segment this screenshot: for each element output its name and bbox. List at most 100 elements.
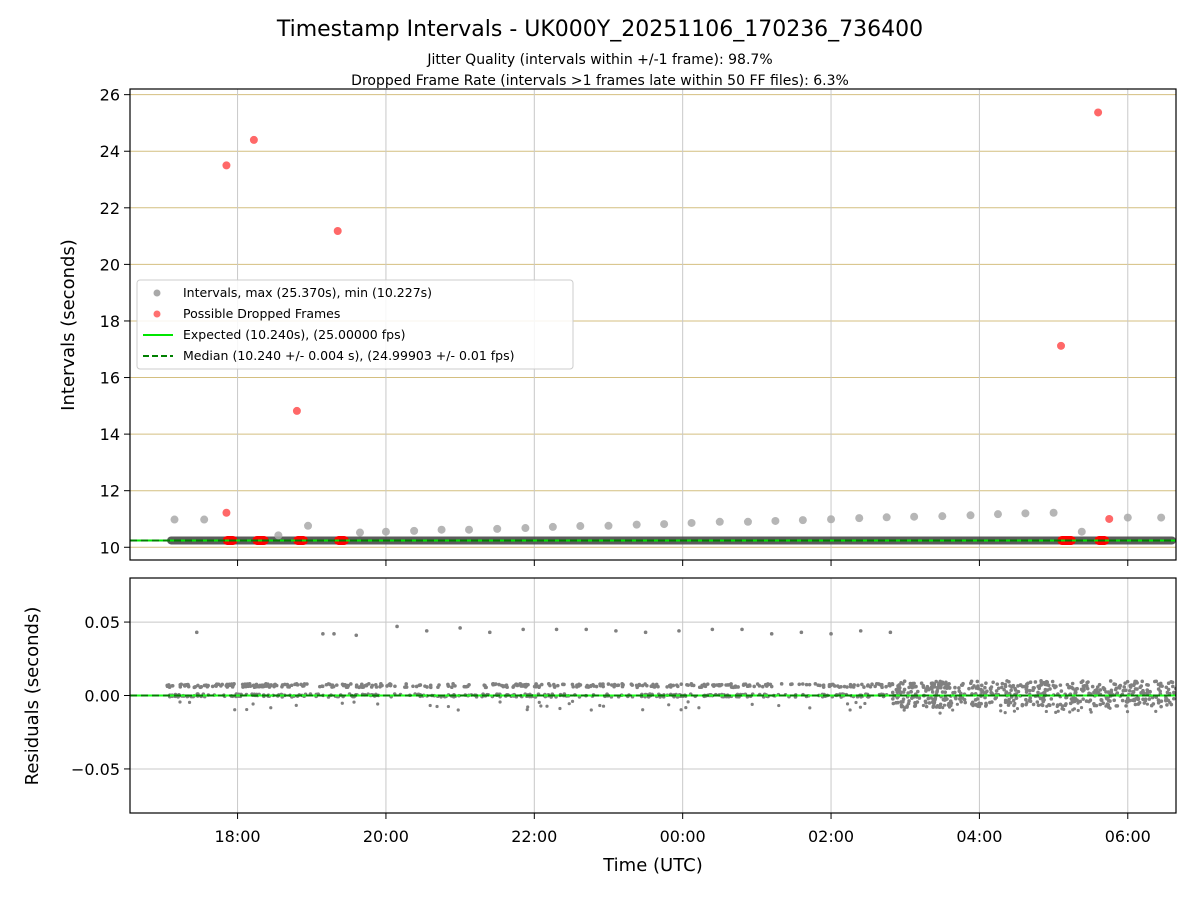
residual-point xyxy=(769,684,774,689)
residual-point xyxy=(851,684,856,688)
residual-point xyxy=(679,682,684,686)
residual-point xyxy=(1115,691,1120,695)
x-tick-label: 04:00 xyxy=(956,827,1002,846)
residual-low-point xyxy=(525,708,529,712)
residual-point xyxy=(1035,700,1040,704)
residual-point xyxy=(210,684,215,689)
residual-point xyxy=(1033,680,1038,684)
residual-point xyxy=(534,682,538,686)
residual-point xyxy=(252,683,256,688)
residual-point xyxy=(1147,689,1152,694)
residual-point xyxy=(730,685,735,689)
residual-point xyxy=(274,683,279,688)
residual-point xyxy=(971,703,975,708)
legend-label-intervals: Intervals, max (25.370s), min (10.227s) xyxy=(183,285,432,300)
residual-point xyxy=(1088,698,1093,702)
residual-point xyxy=(993,696,998,701)
residual-point xyxy=(417,683,422,688)
bottom-plot-area xyxy=(130,624,1176,715)
residual-point xyxy=(283,682,287,687)
residual-point xyxy=(915,700,920,704)
residual-point xyxy=(170,683,175,688)
interval-point xyxy=(170,515,179,524)
top-y-tick-label: 12 xyxy=(100,482,120,501)
residual-point xyxy=(1156,682,1161,687)
residual-point xyxy=(1024,697,1028,702)
residual-low-point xyxy=(777,703,781,708)
top-y-tick-label: 20 xyxy=(100,255,120,274)
residual-point xyxy=(555,683,560,688)
interval-point xyxy=(521,524,530,533)
residual-point xyxy=(330,685,334,689)
residual-point xyxy=(1159,704,1163,709)
chart-subtitle-jitter: Jitter Quality (intervals within +/-1 fr… xyxy=(426,52,772,68)
residual-point xyxy=(899,703,904,708)
residual-point xyxy=(705,682,710,686)
residual-point xyxy=(436,685,440,689)
residual-point xyxy=(1009,688,1013,693)
residual-point xyxy=(929,681,934,686)
interval-point xyxy=(1157,513,1166,522)
residual-point xyxy=(1136,702,1141,706)
residual-point xyxy=(807,682,812,687)
residual-point xyxy=(923,699,928,704)
residual-point xyxy=(880,682,884,687)
residual-point xyxy=(926,696,931,701)
residual-point xyxy=(1070,700,1075,704)
residual-outlier xyxy=(829,632,833,636)
residual-point xyxy=(586,685,591,689)
residual-low-point xyxy=(921,703,926,708)
residual-outlier xyxy=(769,632,774,636)
residual-point xyxy=(884,684,888,689)
residual-point xyxy=(1124,699,1129,704)
interval-point xyxy=(576,522,585,531)
residual-point xyxy=(1049,697,1054,701)
top-y-tick-label: 14 xyxy=(100,425,120,444)
residual-point xyxy=(1113,687,1118,692)
residual-point xyxy=(1165,703,1169,707)
residual-point xyxy=(300,684,305,688)
residual-point xyxy=(1108,699,1112,703)
residual-point xyxy=(1149,703,1154,708)
residual-point xyxy=(428,685,433,690)
residual-low-point xyxy=(537,700,541,704)
residual-outlier xyxy=(458,626,462,630)
residual-outlier xyxy=(521,627,525,632)
residual-low-point xyxy=(942,703,947,707)
x-tick-label: 20:00 xyxy=(363,827,409,846)
residual-point xyxy=(1067,685,1072,690)
residual-point xyxy=(654,684,658,688)
residual-point xyxy=(779,682,784,686)
residual-point xyxy=(1059,689,1064,693)
interval-point xyxy=(304,521,313,530)
residual-point xyxy=(984,703,988,707)
residual-low-point xyxy=(999,709,1003,713)
residual-point xyxy=(989,685,994,689)
residual-point xyxy=(685,683,689,687)
residual-point xyxy=(380,683,384,688)
residual-point xyxy=(934,679,938,684)
bottom-y-tick-label: −0.05 xyxy=(71,760,120,779)
residual-point xyxy=(979,683,984,688)
residual-point xyxy=(1038,696,1043,701)
residual-point xyxy=(185,683,189,687)
residual-low-point xyxy=(750,702,754,706)
residual-low-point xyxy=(567,702,571,706)
residual-point xyxy=(492,682,497,687)
residual-outlier xyxy=(858,629,863,633)
residual-point xyxy=(835,684,840,688)
residual-point xyxy=(906,701,911,706)
residual-point xyxy=(901,697,906,701)
residual-point xyxy=(1065,682,1070,687)
residual-point xyxy=(343,683,347,687)
residual-low-point xyxy=(1108,706,1112,710)
residual-point xyxy=(1031,702,1036,707)
residual-low-point xyxy=(498,700,502,704)
bottom-panel: 0.05 0.00 −0.05 Residuals (seconds) xyxy=(22,577,1177,814)
residual-point xyxy=(1064,695,1068,700)
residual-point xyxy=(1013,686,1017,691)
residual-point xyxy=(930,700,935,705)
residual-low-point xyxy=(947,705,952,709)
residual-point xyxy=(914,684,918,689)
residual-low-point xyxy=(1104,704,1108,708)
